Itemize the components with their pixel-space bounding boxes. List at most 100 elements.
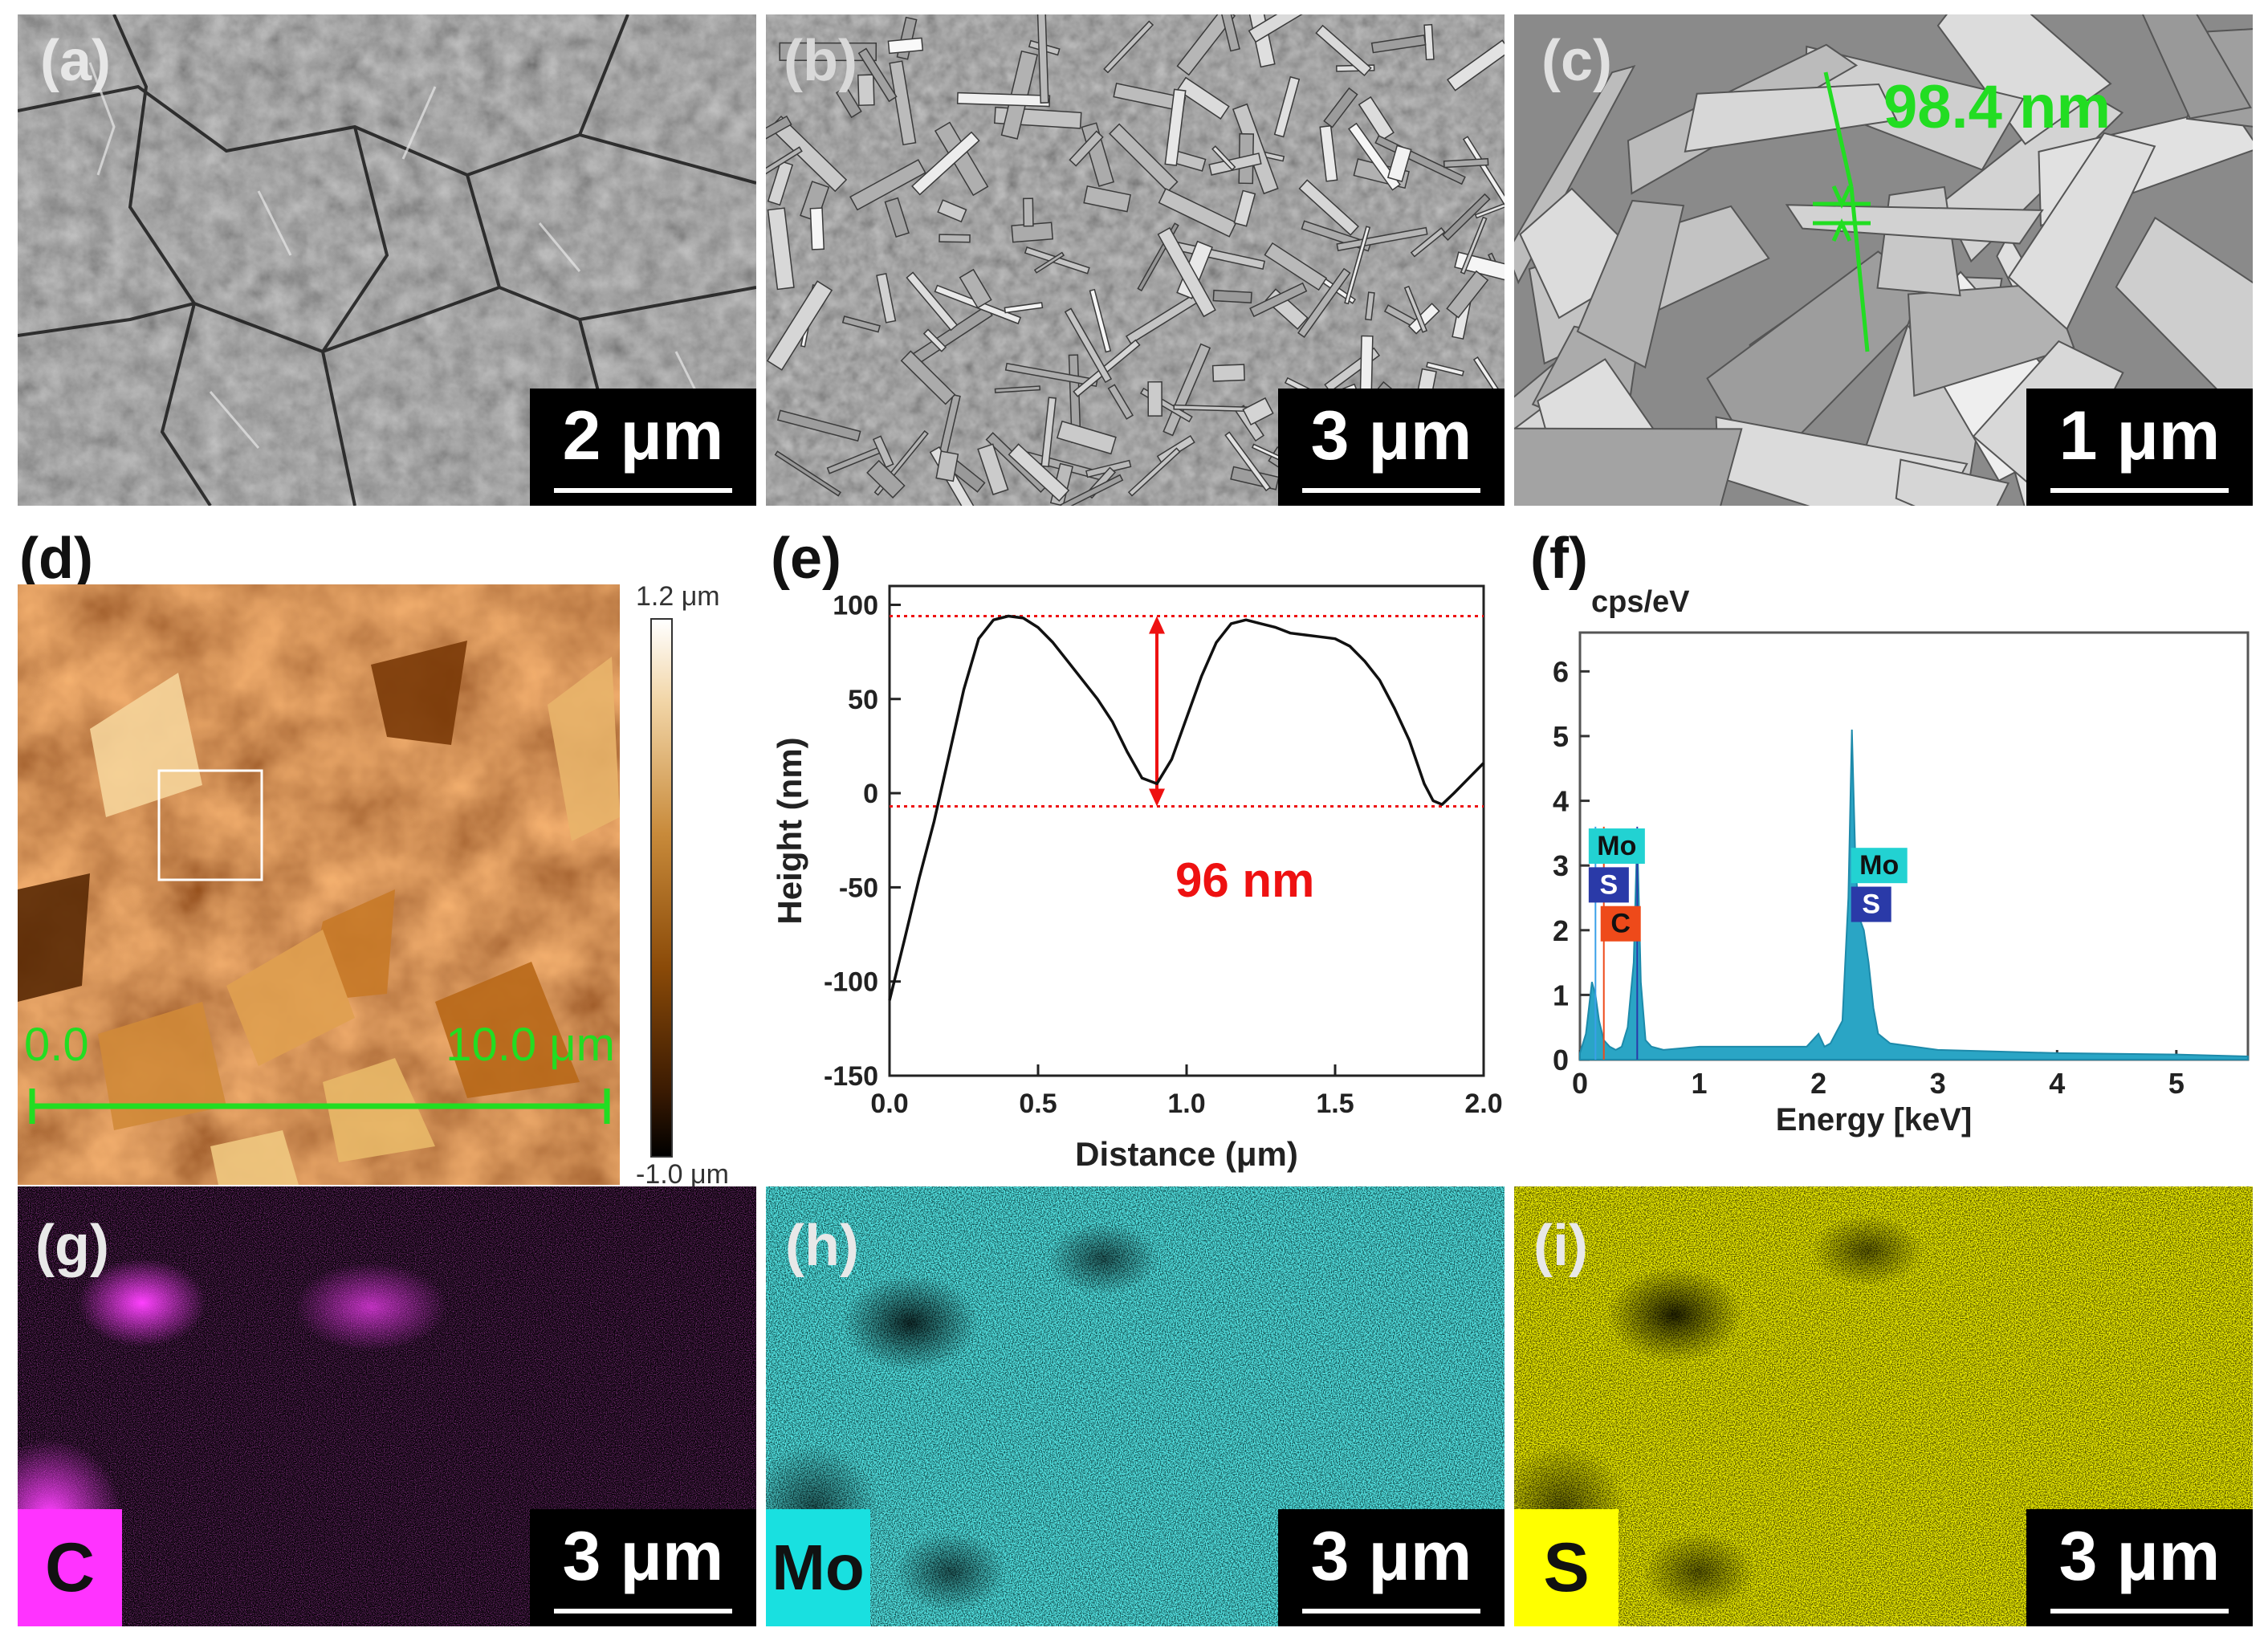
y-axis-label: Height (nm) [771, 737, 808, 924]
thickness-annotation: 98.4 nm [1883, 73, 2111, 141]
y-tick-label: -50 [839, 873, 878, 903]
panel-label-f: (f) [1530, 527, 1588, 591]
flake [1514, 427, 1743, 506]
x-tick-label: 0.0 [870, 1089, 908, 1119]
flake [994, 385, 1041, 393]
flake [1323, 87, 1358, 128]
scale-text-b: 3 μm [1310, 397, 1472, 474]
panel-label-d: (d) [19, 527, 93, 591]
peak-label: S [1862, 889, 1880, 920]
flake [1008, 443, 1070, 503]
flake [1040, 397, 1057, 468]
flake [1083, 185, 1132, 213]
flake [1157, 226, 1216, 318]
x-axis-label: Energy [keV] [1776, 1102, 1973, 1137]
flake [767, 160, 794, 206]
flake [1212, 289, 1252, 303]
flake [1224, 431, 1272, 492]
y-tick-label: 1 [1553, 979, 1569, 1011]
x-tick-label: 1.0 [1167, 1089, 1205, 1119]
x-tick-label: 4 [2049, 1067, 2065, 1100]
flake [1176, 76, 1230, 120]
flake [922, 328, 947, 352]
flake [1365, 291, 1375, 321]
panel-label-h: (h) [785, 1214, 859, 1278]
flake [872, 435, 894, 469]
flake [766, 280, 833, 371]
flake [1004, 362, 1098, 387]
x-axis-label: Distance (μm) [1075, 1135, 1298, 1173]
panel-label-c: (c) [1541, 29, 1612, 93]
flake [1446, 39, 1505, 92]
flake [887, 37, 924, 55]
y-tick-label: -150 [824, 1061, 878, 1092]
arrow-head-bottom [1149, 788, 1165, 807]
flake [1060, 474, 1124, 506]
scale-line-c [2050, 488, 2229, 493]
flake [937, 199, 967, 223]
scale-bar-g: 3 μm [530, 1509, 756, 1626]
flake [1426, 361, 1464, 376]
flake [939, 234, 971, 243]
scan-distance-bar [29, 1089, 610, 1124]
scale-text-c: 1 μm [2058, 397, 2221, 474]
scale-bar-i: 3 μm [2026, 1509, 2253, 1626]
flake [956, 92, 1051, 108]
flake [1103, 20, 1154, 74]
y-tick-label: 6 [1553, 655, 1569, 688]
flake [857, 47, 898, 103]
flake [2007, 132, 2156, 331]
flake [1386, 144, 1412, 183]
flake [766, 115, 792, 141]
colorbar-min-label: -1.0 μm [636, 1159, 729, 1190]
scale-text-h: 3 μm [1310, 1518, 1472, 1595]
flake [1147, 381, 1163, 417]
afm-axis-end: 10.0 μm [446, 1019, 615, 1071]
flake [959, 268, 992, 309]
flake [1446, 270, 1489, 319]
flake [1211, 145, 1236, 171]
x-tick-label: 0 [1572, 1067, 1588, 1100]
plot-frame [1578, 631, 2250, 1061]
flake [1315, 24, 1372, 77]
flake [1298, 179, 1359, 236]
flake [900, 350, 956, 405]
scale-text-i: 3 μm [2058, 1518, 2221, 1595]
flake [884, 197, 910, 238]
x-tick-label: 0.5 [1019, 1089, 1057, 1119]
flake [1876, 185, 1961, 297]
height-profile-line [888, 614, 1485, 1001]
flake [1248, 14, 1329, 43]
flake [911, 131, 980, 196]
flake [1336, 226, 1428, 251]
element-label-c: C [18, 1509, 122, 1626]
flake [1089, 288, 1112, 353]
flake [1211, 364, 1245, 382]
y-tick-label: 2 [1553, 914, 1569, 947]
flake [1004, 302, 1044, 314]
peak-label: C [1610, 909, 1631, 939]
flake [1895, 458, 2010, 506]
flake [1319, 124, 1338, 182]
scale-text-a: 2 μm [562, 397, 724, 474]
thickness-marker [1813, 71, 1871, 352]
selection-box [157, 769, 263, 881]
panel-c-sem-image: (c) 98.4 nm 1 μm [1514, 14, 2253, 506]
scale-line-g [554, 1609, 732, 1614]
x-tick-label: 3 [1930, 1067, 1946, 1100]
spectrum-area [1579, 729, 2249, 1060]
panel-b-sem-image: (b) 3 μm [766, 14, 1505, 506]
y-tick-label: -100 [824, 967, 878, 998]
flake [1454, 251, 1505, 283]
flake [1022, 197, 1034, 227]
flake [1033, 251, 1065, 274]
flake [767, 207, 795, 291]
panel-label-b: (b) [784, 29, 857, 93]
flake [800, 181, 830, 222]
peak-label-box [1851, 848, 1908, 884]
afm-colorbar [650, 618, 673, 1158]
scale-bar-b: 3 μm [1278, 389, 1505, 506]
x-tick-label: 5 [2168, 1067, 2185, 1100]
height-difference-annotation: 96 nm [1175, 853, 1315, 907]
flake [776, 409, 861, 442]
